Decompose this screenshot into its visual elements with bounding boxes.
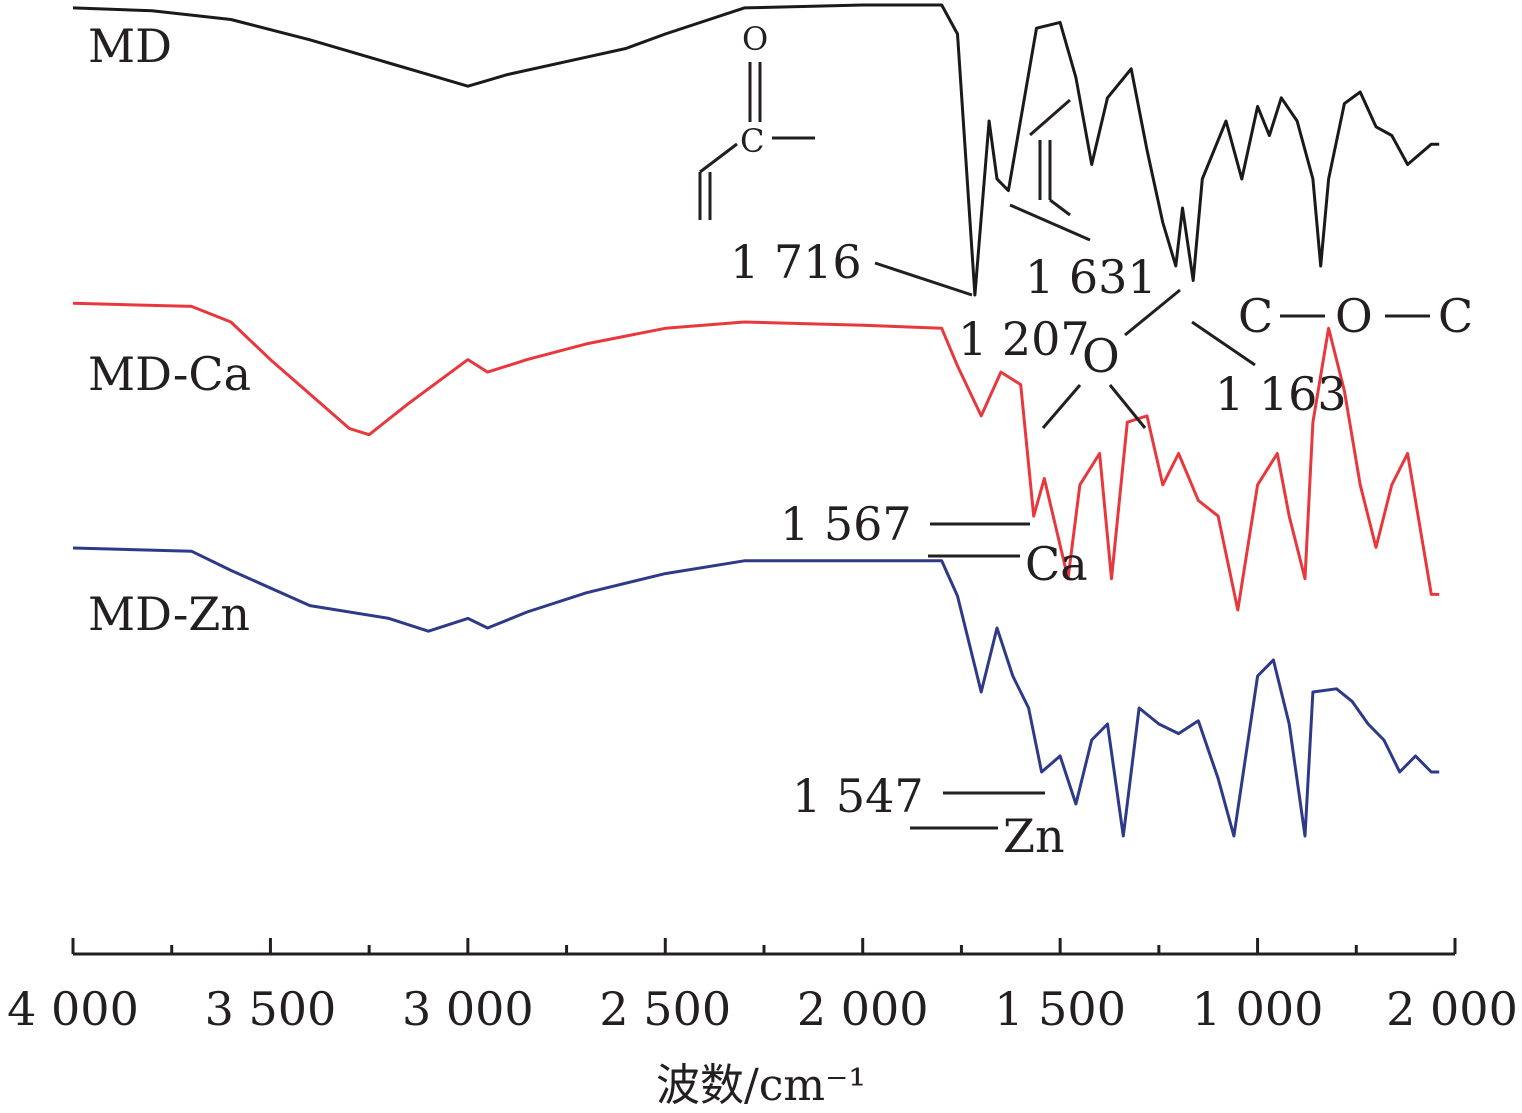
alkene-bond-2: [1049, 198, 1071, 217]
epoxy-structure: O: [1041, 329, 1147, 429]
series-layer: [72, 3, 1440, 838]
vinyl-bond: [699, 142, 738, 174]
x-axis: 4 000 3 500 3 000 2 500 2 000 1 500 1 000 2 000…: [7, 938, 1518, 1111]
ether-structure: C O C: [1238, 289, 1473, 343]
ether-c2-atom: C: [1438, 289, 1473, 343]
series-line-md-zn: [72, 546, 1440, 838]
x-tick-label: 3 000: [402, 982, 534, 1036]
peak-leader-1207: [1124, 288, 1181, 337]
peak-annotations: 1 716 1 631 1 207 1 163 1 567 Ca 1 547 Z…: [730, 203, 1347, 863]
peak-leader-1716: [874, 261, 973, 297]
series-label-md-ca: MD-Ca: [88, 347, 251, 401]
epoxy-bond-2: [1108, 384, 1147, 429]
x-tick-label: 2 000: [1386, 982, 1518, 1036]
peak-leader-1631: [1009, 203, 1091, 242]
peak-label-1163: 1 163: [1215, 367, 1347, 421]
alkene-structure: [1029, 98, 1071, 217]
zn-label: Zn: [1003, 809, 1065, 863]
peak-label-1207: 1 207: [958, 312, 1090, 366]
ether-o-atom: O: [1335, 289, 1373, 343]
x-tick-label: 3 500: [205, 982, 337, 1036]
x-axis-ticks: 4 000 3 500 3 000 2 500 2 000 1 500 1 000 2 000: [7, 938, 1518, 1036]
ether-c1-atom: C: [1238, 289, 1273, 343]
peak-label-1631: 1 631: [1025, 250, 1157, 304]
alkene-bond-1: [1029, 98, 1071, 137]
carbonyl-c-atom: C: [740, 122, 764, 160]
carbonyl-o-atom: O: [742, 20, 768, 58]
epoxy-o-atom: O: [1082, 329, 1120, 383]
peak-leader-1163: [1191, 320, 1256, 367]
series-line-md-ca: [72, 301, 1440, 612]
x-tick-label: 2 500: [599, 982, 731, 1036]
x-tick-label: 4 000: [7, 982, 139, 1036]
x-tick-label: 1 000: [1192, 982, 1324, 1036]
epoxy-bond-1: [1041, 384, 1082, 429]
ca-label: Ca: [1025, 537, 1088, 591]
x-tick-label: 1 500: [994, 982, 1126, 1036]
series-line-md: [72, 3, 1440, 297]
peak-label-1716: 1 716: [730, 235, 862, 289]
peak-label-1547: 1 547: [792, 769, 924, 823]
x-axis-title: 波数/cm⁻¹: [656, 1060, 866, 1111]
series-label-md-zn: MD-Zn: [88, 587, 250, 641]
carbonyl-structure: O C: [698, 20, 815, 220]
series-label-md: MD: [88, 19, 172, 73]
peak-label-1567: 1 567: [780, 497, 912, 551]
x-tick-label: 2 000: [797, 982, 929, 1036]
